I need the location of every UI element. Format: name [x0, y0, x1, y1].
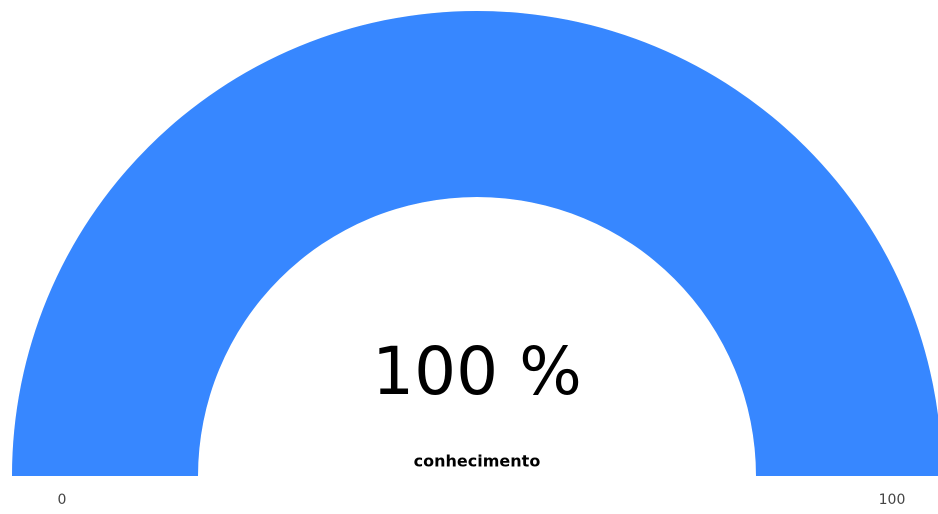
value-label: 100 % [372, 333, 582, 410]
gauge-bar [12, 11, 938, 476]
tick-label: 100 [879, 492, 906, 508]
chart-title: conhecimento [414, 452, 541, 471]
tick-label: 0 [58, 492, 67, 508]
